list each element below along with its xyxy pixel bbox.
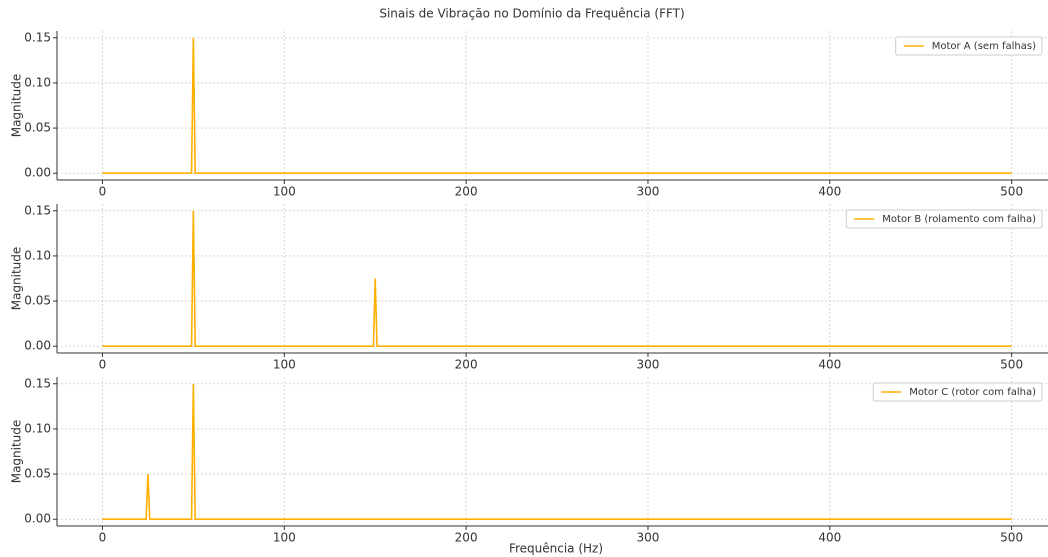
y-tick-label: 0.10 bbox=[24, 75, 51, 89]
y-axis-label: Magnitude bbox=[10, 420, 24, 484]
x-tick-label: 400 bbox=[818, 358, 841, 372]
x-tick-label: 100 bbox=[273, 185, 296, 199]
x-tick-label: 0 bbox=[99, 358, 107, 372]
legend-box bbox=[872, 382, 1043, 402]
legend-label: Motor C (rotor com falha) bbox=[909, 387, 1036, 398]
y-tick-label: 0.10 bbox=[24, 421, 51, 435]
x-tick-label: 500 bbox=[1000, 531, 1023, 545]
y-axis-label: Magnitude bbox=[10, 247, 24, 311]
x-tick-label: 500 bbox=[1000, 358, 1023, 372]
x-tick-label: 200 bbox=[455, 185, 478, 199]
legend: Motor B (rolamento com falha) bbox=[845, 209, 1043, 229]
y-tick-label: 0.15 bbox=[24, 203, 51, 217]
x-tick-label: 0 bbox=[99, 531, 107, 545]
legend: Motor A (sem falhas) bbox=[895, 36, 1043, 56]
x-tick-label: 0 bbox=[99, 185, 107, 199]
legend-box bbox=[895, 36, 1043, 56]
chart-title: Sinais de Vibração no Domínio da Frequên… bbox=[379, 7, 684, 21]
series-line bbox=[102, 210, 1012, 348]
series-line bbox=[102, 37, 1012, 175]
legend: Motor C (rotor com falha) bbox=[872, 382, 1043, 402]
y-tick-label: 0.05 bbox=[24, 467, 51, 481]
x-tick-label: 300 bbox=[637, 531, 660, 545]
y-tick-label: 0.05 bbox=[24, 294, 51, 308]
x-tick-label: 100 bbox=[273, 358, 296, 372]
series-line bbox=[102, 383, 1012, 521]
x-tick-label: 300 bbox=[637, 358, 660, 372]
y-tick-label: 0.15 bbox=[24, 376, 51, 390]
y-tick-label: 0.00 bbox=[24, 166, 51, 180]
y-tick-label: 0.00 bbox=[24, 512, 51, 526]
x-tick-label: 200 bbox=[455, 358, 478, 372]
legend-box bbox=[845, 209, 1043, 229]
x-axis-label: Frequência (Hz) bbox=[509, 542, 603, 556]
y-tick-label: 0.15 bbox=[24, 30, 51, 44]
x-tick-label: 400 bbox=[818, 185, 841, 199]
y-tick-label: 0.05 bbox=[24, 121, 51, 135]
x-tick-label: 500 bbox=[1000, 185, 1023, 199]
y-axis-label: Magnitude bbox=[10, 74, 24, 138]
legend-label: Motor B (rolamento com falha) bbox=[882, 214, 1036, 225]
x-tick-label: 300 bbox=[637, 185, 660, 199]
x-tick-label: 400 bbox=[818, 531, 841, 545]
x-tick-label: 100 bbox=[273, 531, 296, 545]
x-tick-label: 200 bbox=[455, 531, 478, 545]
legend-label: Motor A (sem falhas) bbox=[932, 41, 1036, 52]
y-tick-label: 0.10 bbox=[24, 248, 51, 262]
y-tick-label: 0.00 bbox=[24, 339, 51, 353]
